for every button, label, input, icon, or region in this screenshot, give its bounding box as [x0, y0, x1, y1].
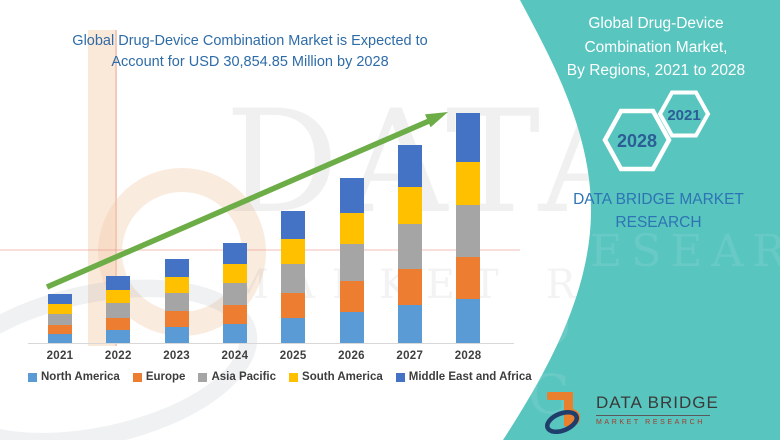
bar-2022-north-america — [106, 330, 131, 343]
panel-brand-line1: DATA BRIDGE MARKET — [573, 191, 744, 208]
legend-label: Middle East and Africa — [408, 371, 532, 383]
x-axis-label-2028: 2028 — [454, 350, 482, 362]
bar-2027-north-america — [397, 305, 422, 343]
legend-item-middle-east-and-africa: Middle East and Africa — [395, 371, 532, 383]
x-axis-label-2027: 2027 — [396, 350, 424, 362]
panel-title-line1: Global Drug-Device — [588, 15, 724, 32]
bar-2021-south-america — [48, 304, 72, 314]
databridge-logo: DATA BRIDGE MARKET RESEARCH — [545, 386, 719, 434]
bar-2021-north-america — [48, 333, 72, 343]
hexagon-2021 — [657, 90, 711, 138]
bar-2024-north-america — [222, 323, 247, 343]
hexagon-2028-label: 2028 — [617, 131, 657, 151]
panel-title-line3: By Regions, 2021 to 2028 — [566, 62, 746, 79]
bar-2025-europe — [281, 293, 306, 318]
legend-label: Europe — [145, 371, 186, 383]
panel-brand-text: DATA BRIDGE MARKET RESEARCH — [540, 188, 777, 234]
bar-2028-north-america — [456, 299, 481, 343]
x-axis-label-2022: 2022 — [104, 350, 132, 362]
bar-2026-north-america — [339, 311, 364, 343]
hexagon-2021-label: 2021 — [667, 107, 700, 124]
bar-2025-north-america — [281, 317, 306, 343]
legend-label: Asia Pacific — [211, 371, 277, 383]
panel-title-line2: Combination Market, — [584, 38, 728, 56]
bar-2028-europe — [456, 256, 481, 300]
panel-title: Global Drug-Device Combination Market, B… — [535, 12, 777, 83]
bar-2028-asia-pacific — [456, 205, 481, 257]
bar-2028-middle-east-and-africa — [456, 113, 481, 162]
legend-swatch — [289, 372, 299, 382]
chart-title-line1: Global Drug-Device Combination Market is… — [72, 33, 428, 49]
bar-2022-europe — [106, 317, 131, 331]
chart-title-line2: Account for USD 30,854.85 Million by 202… — [111, 54, 389, 70]
bar-2023-europe — [164, 311, 189, 328]
x-axis-label-2025: 2025 — [279, 350, 307, 362]
legend-swatch — [28, 372, 37, 382]
bar-2022-asia-pacific — [106, 302, 131, 318]
legend-label: South America — [302, 371, 383, 383]
x-axis-label-2026: 2026 — [338, 350, 365, 362]
bar-2021-asia-pacific — [48, 313, 72, 325]
legend-swatch — [198, 372, 208, 382]
chart-title: Global Drug-Device Combination Market is… — [30, 31, 470, 73]
hexagon-2028 — [602, 108, 672, 172]
bar-2023-asia-pacific — [164, 292, 189, 312]
logo-name-text: DATA BRIDGE — [596, 393, 719, 412]
logo-tagline-text: MARKET RESEARCH — [596, 419, 705, 426]
panel-brand-line2: RESEARCH — [615, 214, 702, 231]
bar-2028-south-america — [456, 161, 481, 205]
x-axis-label-2023: 2023 — [163, 350, 190, 362]
legend-swatch — [132, 372, 142, 382]
legend-item-north-america: North America — [28, 371, 120, 383]
legend-label: North America — [41, 371, 120, 383]
bar-2021-middle-east-and-africa — [48, 293, 72, 305]
bar-2021-europe — [48, 324, 72, 334]
chart-legend: North America Europe Asia Pacific South Ame… — [28, 371, 532, 383]
bar-2022-south-america — [106, 290, 131, 303]
legend-item-asia-pacific: Asia Pacific — [198, 371, 276, 383]
legend-swatch — [395, 372, 405, 382]
legend-item-south-america: South America — [289, 371, 383, 383]
bar-2024-europe — [222, 305, 247, 324]
x-axis-label-2024: 2024 — [221, 350, 249, 362]
logo-divider — [596, 415, 710, 416]
x-axis-line — [28, 343, 514, 344]
databridge-logo-icon — [545, 392, 581, 434]
x-axis-label-2021: 2021 — [46, 350, 74, 362]
bar-2023-north-america — [164, 327, 189, 343]
legend-item-europe: Europe — [132, 371, 186, 383]
